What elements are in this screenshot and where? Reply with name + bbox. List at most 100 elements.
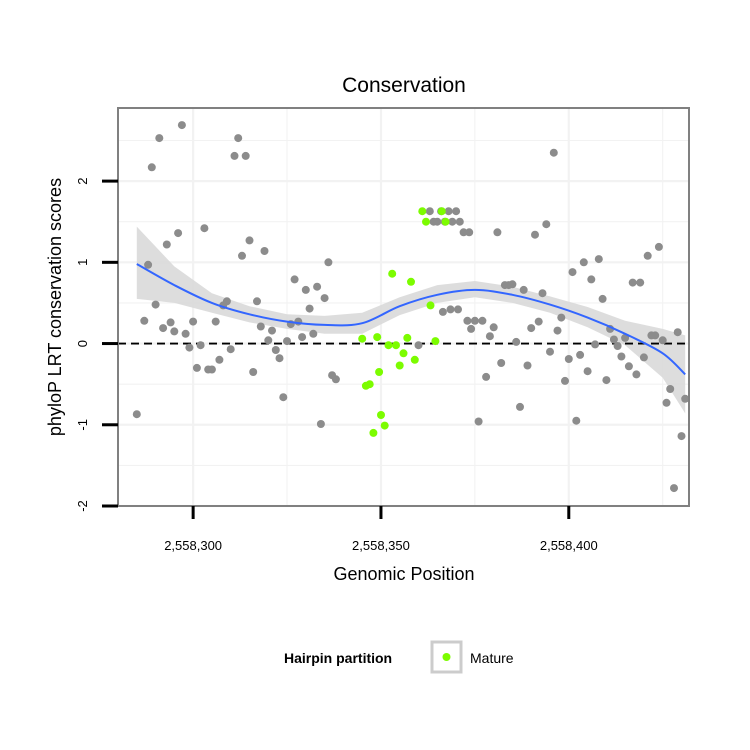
data-point: [553, 326, 562, 335]
data-point: [238, 251, 246, 260]
data-point-mature: [431, 337, 440, 346]
data-point: [591, 340, 600, 349]
data-point: [673, 328, 682, 337]
x-tick-label: 2,558,350: [352, 538, 410, 553]
data-point-mature: [441, 217, 450, 226]
data-point: [508, 280, 517, 289]
data-point: [151, 300, 160, 309]
data-point: [482, 372, 491, 381]
data-point: [519, 285, 528, 294]
data-point: [279, 393, 288, 402]
data-point: [140, 316, 149, 325]
data-point: [485, 332, 494, 341]
x-tick-label: 2,558,300: [164, 538, 222, 553]
data-point: [534, 317, 543, 326]
data-point: [587, 275, 596, 284]
data-point: [542, 220, 551, 229]
data-point: [538, 289, 547, 298]
data-point: [546, 347, 554, 356]
data-point: [470, 316, 479, 325]
data-point: [454, 305, 462, 314]
data-point: [253, 297, 261, 306]
data-point: [621, 333, 630, 342]
data-point-mature: [422, 217, 430, 226]
data-point: [162, 240, 171, 249]
data-point: [677, 432, 686, 441]
data-point: [478, 316, 487, 325]
data-point: [493, 228, 502, 237]
data-point: [132, 410, 141, 419]
data-point: [241, 151, 250, 160]
y-tick-label: 0: [75, 340, 90, 347]
data-point: [271, 346, 280, 354]
data-point: [174, 229, 183, 238]
data-point: [654, 242, 663, 251]
data-point: [467, 324, 476, 333]
data-point: [628, 278, 637, 287]
data-point: [651, 331, 660, 340]
data-point: [320, 294, 329, 303]
data-point: [497, 359, 506, 367]
data-point-mature: [384, 341, 393, 350]
data-point: [568, 268, 577, 277]
data-point: [463, 316, 472, 325]
data-point: [290, 275, 299, 284]
data-point: [598, 294, 607, 303]
legend-title: Hairpin partition: [284, 650, 392, 666]
data-point: [305, 304, 314, 313]
data-point-mature: [369, 428, 378, 437]
data-point: [662, 398, 671, 407]
data-point: [516, 402, 524, 411]
y-tick-label: -2: [75, 500, 90, 512]
data-point-mature: [373, 333, 382, 342]
data-point: [609, 335, 618, 344]
data-point: [155, 134, 164, 143]
data-point: [185, 343, 194, 352]
data-point-mature: [358, 334, 367, 343]
data-point: [459, 228, 468, 237]
data-point: [316, 420, 325, 428]
data-point: [444, 207, 453, 216]
data-point: [181, 329, 190, 338]
y-tick-label: -1: [75, 419, 90, 431]
data-point-mature: [399, 349, 408, 358]
data-point: [196, 341, 205, 350]
data-point: [207, 365, 216, 374]
data-point: [275, 354, 284, 363]
data-point: [313, 282, 322, 291]
data-point: [531, 230, 539, 239]
data-point-mature: [365, 380, 374, 389]
data-point: [448, 217, 457, 226]
plot-panel-border: [117, 107, 690, 507]
x-axis-title: Genomic Position: [333, 564, 474, 584]
data-point: [256, 322, 265, 331]
data-point: [617, 352, 626, 361]
data-point: [414, 341, 423, 350]
data-point: [234, 134, 243, 143]
data-point: [576, 350, 585, 359]
data-point: [268, 326, 276, 335]
data-point: [639, 353, 648, 362]
data-point-mature: [410, 355, 419, 364]
data-point-mature: [426, 301, 435, 310]
data-point: [670, 484, 678, 493]
data-point: [177, 121, 186, 130]
data-point: [465, 228, 474, 237]
data-point: [200, 224, 209, 233]
data-point: [215, 355, 224, 364]
data-point-mature: [377, 411, 385, 419]
data-point: [602, 376, 611, 385]
data-point: [455, 217, 464, 226]
data-point: [583, 367, 592, 376]
legend-label-mature: Mature: [470, 650, 514, 666]
data-point: [572, 416, 581, 425]
data-point: [294, 317, 303, 326]
data-point: [159, 324, 168, 333]
data-point: [636, 278, 645, 287]
data-point: [425, 207, 434, 216]
data-point: [613, 342, 622, 350]
y-tick-label: 1: [75, 259, 90, 266]
data-point: [512, 337, 521, 346]
data-point: [249, 368, 258, 376]
